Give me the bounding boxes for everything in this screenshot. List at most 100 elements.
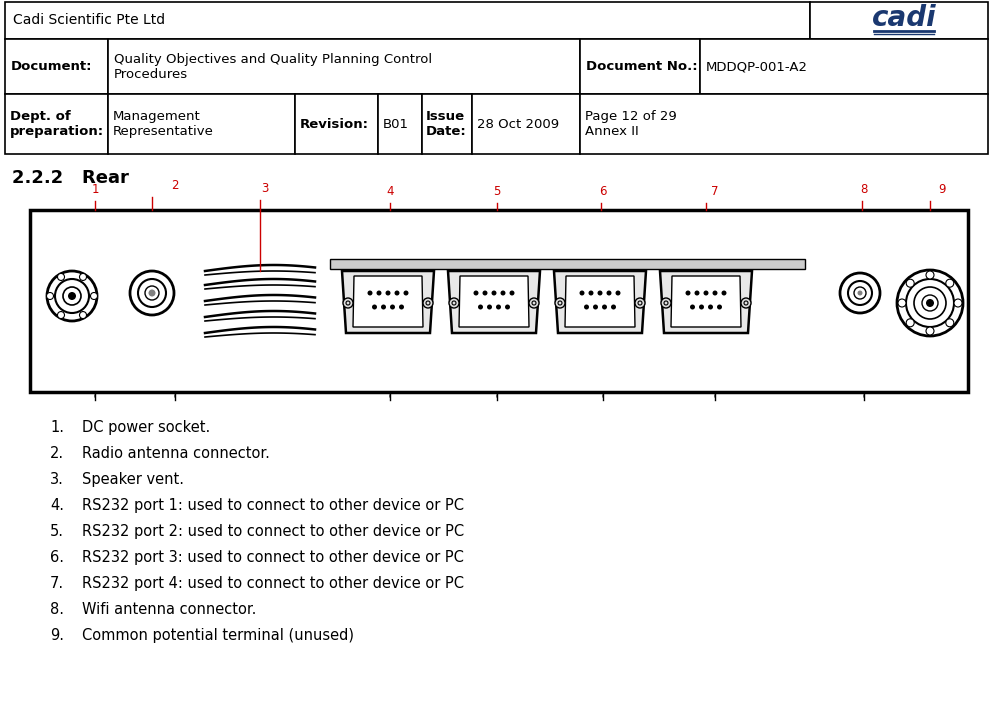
Circle shape [491,291,496,296]
Circle shape [509,291,514,296]
Circle shape [495,305,501,310]
Text: 9.: 9. [50,628,64,643]
Circle shape [404,291,409,296]
Circle shape [703,291,708,296]
Text: 28 Oct 2009: 28 Oct 2009 [476,117,559,131]
Circle shape [945,279,953,287]
Circle shape [906,319,913,327]
Circle shape [486,305,491,310]
Bar [30,210,967,392]
Circle shape [699,305,704,310]
Text: Management
Representative: Management Representative [113,110,214,138]
Text: 3.: 3. [50,472,64,487]
Text: Radio antenna connector.: Radio antenna connector. [82,446,269,461]
Circle shape [953,299,961,307]
Circle shape [717,305,722,310]
Text: 4.: 4. [50,498,64,513]
Text: Issue
Date:: Issue Date: [425,110,466,138]
Text: MDDQP-001-A2: MDDQP-001-A2 [706,60,807,73]
Bar [378,94,421,154]
Circle shape [906,279,913,287]
Text: 7: 7 [711,185,718,198]
Bar [5,94,108,154]
Text: RS232 port 3: used to connect to other device or PC: RS232 port 3: used to connect to other d… [82,550,463,565]
Bar [108,39,580,94]
Circle shape [505,305,510,310]
Text: 5: 5 [493,185,500,198]
Circle shape [685,291,690,296]
Text: DC power socket.: DC power socket. [82,420,210,435]
Circle shape [898,299,906,307]
Circle shape [741,298,750,308]
Bar [580,39,700,94]
Circle shape [148,289,155,296]
Bar [580,94,987,154]
Text: Revision:: Revision: [300,117,369,131]
Text: B01: B01 [383,117,409,131]
Circle shape [925,327,933,335]
Circle shape [58,312,65,319]
Circle shape [390,305,395,310]
Text: Wifi antenna connector.: Wifi antenna connector. [82,602,256,617]
Circle shape [587,291,592,296]
Text: Page 12 of 29
Annex II: Page 12 of 29 Annex II [584,110,676,138]
Bar [700,39,987,94]
Text: Dept. of
preparation:: Dept. of preparation: [10,110,104,138]
Circle shape [367,291,372,296]
Text: 3: 3 [261,182,268,195]
Circle shape [610,305,615,310]
Circle shape [376,291,381,296]
Text: Document:: Document: [11,60,92,73]
Circle shape [708,305,713,310]
Circle shape [448,298,458,308]
Circle shape [80,312,86,319]
Circle shape [592,305,597,310]
Circle shape [555,298,565,308]
Circle shape [857,291,862,296]
Text: 9: 9 [937,183,945,196]
Circle shape [529,298,539,308]
Bar [330,259,804,269]
Text: Cadi Scientific Pte Ltd: Cadi Scientific Pte Ltd [13,13,165,27]
Circle shape [579,291,583,296]
Circle shape [477,305,482,310]
Circle shape [80,274,86,280]
Circle shape [660,298,670,308]
Polygon shape [458,276,529,327]
Text: RS232 port 2: used to connect to other device or PC: RS232 port 2: used to connect to other d… [82,524,463,539]
Text: 2: 2 [171,179,179,192]
Text: RS232 port 4: used to connect to other device or PC: RS232 port 4: used to connect to other d… [82,576,463,591]
Polygon shape [554,271,645,333]
Bar [421,94,471,154]
Text: Document No.:: Document No.: [585,60,697,73]
Circle shape [597,291,602,296]
Polygon shape [353,276,422,327]
Circle shape [58,274,65,280]
Text: Speaker vent.: Speaker vent. [82,472,184,487]
Circle shape [90,293,97,300]
Circle shape [482,291,487,296]
Circle shape [712,291,717,296]
Text: Common potential terminal (unused): Common potential terminal (unused) [82,628,354,643]
Text: 2.: 2. [50,446,64,461]
Text: 5.: 5. [50,524,64,539]
Circle shape [385,291,390,296]
Circle shape [473,291,478,296]
Circle shape [601,305,606,310]
Text: 6.: 6. [50,550,64,565]
Polygon shape [342,271,433,333]
Text: 7.: 7. [50,576,64,591]
Circle shape [500,291,505,296]
Text: 8.: 8. [50,602,64,617]
Circle shape [372,305,377,310]
Bar [108,94,294,154]
Circle shape [583,305,588,310]
Circle shape [422,298,432,308]
Polygon shape [447,271,540,333]
Circle shape [925,271,933,279]
Circle shape [606,291,611,296]
Text: 4: 4 [386,185,394,198]
Text: 1: 1 [91,183,98,196]
Circle shape [925,299,933,307]
Circle shape [394,291,400,296]
